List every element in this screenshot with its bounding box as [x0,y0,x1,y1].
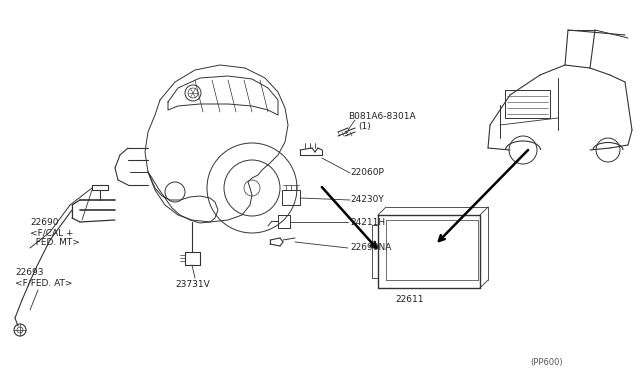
Text: 22690NA: 22690NA [350,243,392,252]
Text: <F/FED. AT>: <F/FED. AT> [15,278,72,287]
Text: 22060P: 22060P [350,168,384,177]
Text: (1): (1) [358,122,371,131]
Text: 24211H: 24211H [350,218,385,227]
Text: 23731V: 23731V [175,280,210,289]
Text: <F/CAL +: <F/CAL + [30,228,74,237]
Text: 22693: 22693 [15,268,44,277]
Text: B081A6-8301A: B081A6-8301A [348,112,415,121]
Text: (PP600): (PP600) [530,358,563,367]
Text: 22611: 22611 [395,295,424,304]
Text: 24230Y: 24230Y [350,195,384,204]
Text: 22690: 22690 [30,218,58,227]
Text: FED. MT>: FED. MT> [30,238,80,247]
